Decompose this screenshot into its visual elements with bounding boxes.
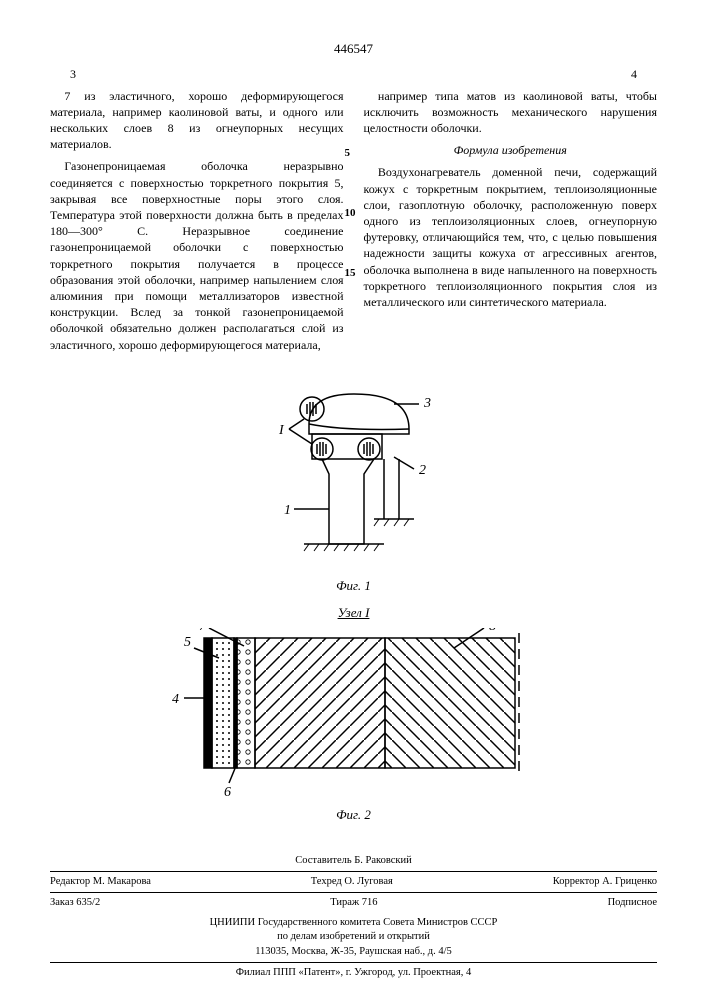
footer-tirage: Тираж 716 (330, 896, 377, 910)
fig2-label-7: 7 (199, 628, 207, 634)
fig1-caption: Фиг. 1 (50, 577, 657, 595)
line-mark: 5 (345, 146, 351, 161)
page-number-right: 4 (631, 66, 637, 82)
column-left: 7 из эластичного, хорошо деформирующегос… (50, 88, 344, 359)
fig2-label-5: 5 (184, 635, 191, 650)
fig1-node-label: Узел I (50, 604, 657, 622)
footer-addr2: Филиал ППП «Патент», г. Ужгород, ул. Про… (50, 962, 657, 980)
formula-title: Формула изобретения (364, 142, 658, 158)
footer-editor: Редактор М. Макарова (50, 875, 151, 889)
line-mark: 15 (345, 266, 356, 281)
col2-para1: например типа матов из каолиновой ваты, … (364, 88, 658, 137)
col1-para2: Газонепроницаемая оболочка неразрывно со… (50, 158, 344, 352)
col1-para1: 7 из эластичного, хорошо деформирующегос… (50, 88, 344, 153)
col2-para2: Воздухонагреватель доменной печи, содерж… (364, 164, 658, 310)
footer-tech: Техред О. Луговая (311, 875, 393, 889)
fig2-label-4: 4 (172, 692, 179, 707)
footer: Составитель Б. Раковский Редактор М. Мак… (50, 854, 657, 980)
figure-2: 4 5 6 7 8 (154, 628, 554, 798)
footer-org2: по делам изобретений и открытий (50, 930, 657, 944)
footer-compiler: Составитель Б. Раковский (50, 854, 657, 868)
footer-sub: Подписное (608, 896, 657, 910)
footer-org1: ЦНИИПИ Государственного комитета Совета … (50, 916, 657, 930)
footer-addr1: 113035, Москва, Ж-35, Раушская наб., д. … (50, 945, 657, 959)
footer-corrector: Корректор А. Гриценко (553, 875, 657, 889)
fig1-label-3: 3 (423, 396, 431, 411)
fig2-caption: Фиг. 2 (50, 806, 657, 824)
document-number: 446547 (50, 40, 657, 58)
figure-1: I 3 2 1 (234, 379, 474, 569)
fig2-label-8: 8 (489, 628, 496, 634)
fig1-label-1: 1 (284, 503, 291, 518)
line-mark: 10 (345, 206, 356, 221)
footer-order: Заказ 635/2 (50, 896, 100, 910)
page-number-left: 3 (70, 66, 76, 82)
fig2-label-6: 6 (224, 785, 231, 798)
column-right: например типа матов из каолиновой ваты, … (364, 88, 658, 359)
fig1-label-I: I (278, 423, 285, 438)
fig1-label-2: 2 (419, 463, 426, 478)
